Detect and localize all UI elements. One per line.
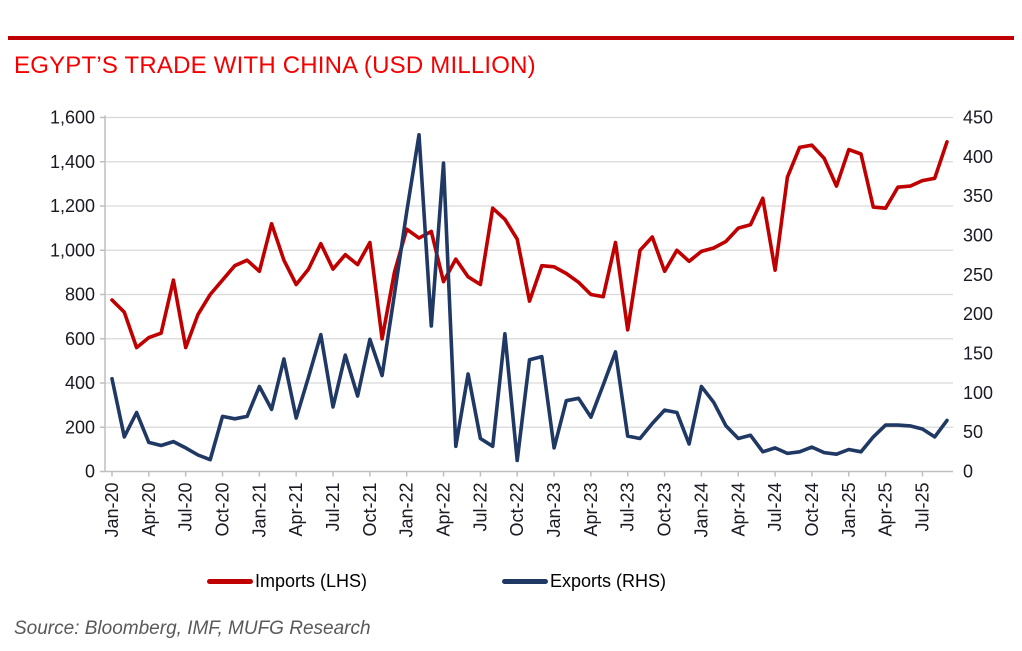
svg-text:Jul-20: Jul-20 (176, 483, 196, 532)
svg-text:Jan-24: Jan-24 (691, 483, 711, 538)
svg-text:Jan-25: Jan-25 (839, 483, 859, 538)
svg-text:800: 800 (65, 285, 95, 305)
svg-text:150: 150 (963, 344, 993, 364)
svg-text:Oct-21: Oct-21 (360, 483, 380, 537)
svg-text:Apr-22: Apr-22 (434, 483, 454, 537)
svg-text:Oct-22: Oct-22 (507, 483, 527, 537)
svg-text:600: 600 (65, 329, 95, 349)
gridlines (105, 116, 953, 428)
svg-text:Jan-20: Jan-20 (102, 483, 122, 538)
svg-text:Oct-20: Oct-20 (213, 483, 233, 537)
svg-text:Apr-24: Apr-24 (728, 483, 748, 537)
svg-text:450: 450 (963, 108, 993, 128)
chart-legend: Imports (LHS) Exports (RHS) (0, 570, 1022, 594)
legend-item-exports: Exports (RHS) (502, 570, 666, 592)
svg-text:100: 100 (963, 383, 993, 403)
svg-text:Jul-23: Jul-23 (618, 483, 638, 532)
header-rule (8, 36, 1014, 40)
legend-item-imports: Imports (LHS) (207, 570, 367, 592)
svg-text:Apr-25: Apr-25 (876, 483, 896, 537)
svg-text:Jul-21: Jul-21 (323, 483, 343, 532)
legend-label-exports: Exports (RHS) (550, 570, 667, 591)
svg-text:1,200: 1,200 (50, 196, 95, 216)
imports-line-swatch (207, 578, 253, 584)
svg-text:1,000: 1,000 (50, 240, 95, 260)
svg-text:400: 400 (963, 147, 993, 167)
svg-text:200: 200 (963, 304, 993, 324)
chart-title: EGYPT’S TRADE WITH CHINA (USD MILLION) (14, 52, 536, 79)
svg-text:400: 400 (65, 373, 95, 393)
exports-line (110, 133, 949, 463)
svg-text:Oct-23: Oct-23 (655, 483, 675, 537)
svg-text:Jan-21: Jan-21 (249, 483, 269, 538)
svg-text:50: 50 (963, 422, 983, 442)
svg-text:300: 300 (963, 226, 993, 246)
svg-text:Jul-22: Jul-22 (470, 482, 490, 531)
imports-line (110, 140, 949, 350)
svg-text:Jan-22: Jan-22 (397, 483, 417, 538)
exports-line-swatch (502, 578, 548, 584)
legend-label-imports: Imports (LHS) (255, 570, 368, 591)
svg-text:Jul-24: Jul-24 (765, 483, 785, 532)
svg-text:Oct-24: Oct-24 (802, 483, 822, 537)
svg-text:0: 0 (963, 462, 973, 482)
svg-text:Jan-23: Jan-23 (544, 483, 564, 538)
svg-text:200: 200 (65, 417, 95, 437)
left-axis-labels: 0 200 400 600 800 1,000 1,200 1,400 1,600 (50, 108, 95, 482)
svg-text:250: 250 (963, 265, 993, 285)
svg-text:0: 0 (85, 462, 95, 482)
svg-text:Apr-20: Apr-20 (139, 483, 159, 537)
svg-text:Apr-23: Apr-23 (581, 483, 601, 537)
svg-text:350: 350 (963, 186, 993, 206)
source-note: Source: Bloomberg, IMF, MUFG Research (14, 618, 371, 639)
svg-text:1,600: 1,600 (50, 108, 95, 128)
svg-text:Jul-25: Jul-25 (912, 483, 932, 532)
svg-text:Apr-21: Apr-21 (286, 483, 306, 537)
right-axis-labels: 0 50 100 150 200 250 300 350 400 450 (963, 108, 993, 482)
svg-text:1,400: 1,400 (50, 152, 95, 172)
x-axis-labels: Jan-20 Apr-20 Jul-20 Oct-20 Jan-21 Apr-21 Jul-… (102, 471, 932, 538)
